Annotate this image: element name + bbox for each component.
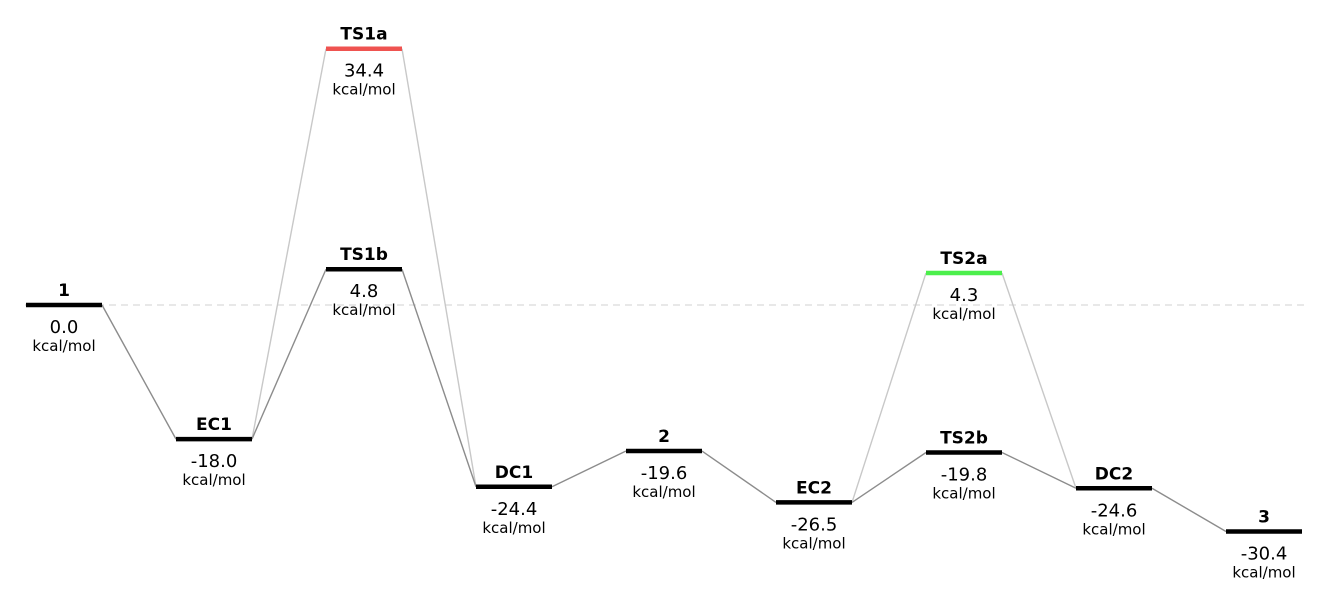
level-name-TS2b: TS2b [940,429,988,449]
level-unit-EC2: kcal/mol [782,534,845,552]
level-energy-EC2: -26.5 [791,514,838,535]
level-unit-TS1b: kcal/mol [332,301,395,319]
level-energy-l1: 0.0 [50,317,79,338]
connector-TS1a-DC1 [401,48,477,487]
connector-l2-EC2 [701,450,777,503]
level-unit-TS1a: kcal/mol [332,81,395,99]
level-name-TS1b: TS1b [340,245,388,265]
level-energy-l3: -30.4 [1241,543,1288,564]
level-layer: 10.0kcal/molEC1-18.0kcal/molTS1a34.4kcal… [26,25,1302,581]
level-energy-TS1b: 4.8 [350,281,379,302]
level-name-EC1: EC1 [196,415,232,435]
level-name-TS2a: TS2a [940,249,987,269]
connector-TS1b-DC1 [401,269,477,488]
level-name-TS1a: TS1a [340,25,387,45]
connector-l1-EC1 [101,304,177,440]
level-unit-l3: kcal/mol [1232,563,1295,581]
level-unit-TS2a: kcal/mol [932,305,995,323]
connector-layer [101,48,1227,533]
connector-DC2-l3 [1151,487,1227,533]
level-name-l3: 3 [1258,507,1270,527]
level-name-l1: 1 [58,281,70,301]
connector-EC2-TS2b [851,451,927,504]
level-energy-TS2b: -19.8 [941,465,988,486]
level-unit-l2: kcal/mol [632,483,695,501]
level-energy-DC2: -24.6 [1091,500,1138,521]
level-energy-l2: -19.6 [641,463,688,484]
level-name-EC2: EC2 [796,478,832,498]
level-unit-EC1: kcal/mol [182,471,245,489]
level-name-l2: 2 [658,427,670,447]
level-unit-DC2: kcal/mol [1082,520,1145,538]
level-energy-TS2a: 4.3 [950,285,979,306]
level-energy-EC1: -18.0 [191,451,238,472]
connector-TS2b-DC2 [1001,451,1077,489]
level-name-DC1: DC1 [495,463,533,483]
level-unit-l1: kcal/mol [32,337,95,355]
level-energy-TS1a: 34.4 [344,61,384,82]
connector-EC1-TS1a [251,48,327,440]
connector-DC1-l2 [551,450,627,488]
level-unit-TS2b: kcal/mol [932,485,995,503]
level-energy-DC1: -24.4 [491,499,538,520]
connector-EC2-TS2a [851,272,927,503]
level-name-DC2: DC2 [1095,464,1133,484]
connector-EC1-TS1b [251,268,327,440]
level-unit-DC1: kcal/mol [482,519,545,537]
connector-TS2a-DC2 [1001,272,1077,489]
